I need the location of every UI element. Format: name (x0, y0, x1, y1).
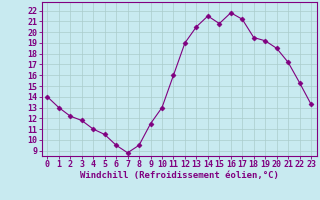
X-axis label: Windchill (Refroidissement éolien,°C): Windchill (Refroidissement éolien,°C) (80, 171, 279, 180)
